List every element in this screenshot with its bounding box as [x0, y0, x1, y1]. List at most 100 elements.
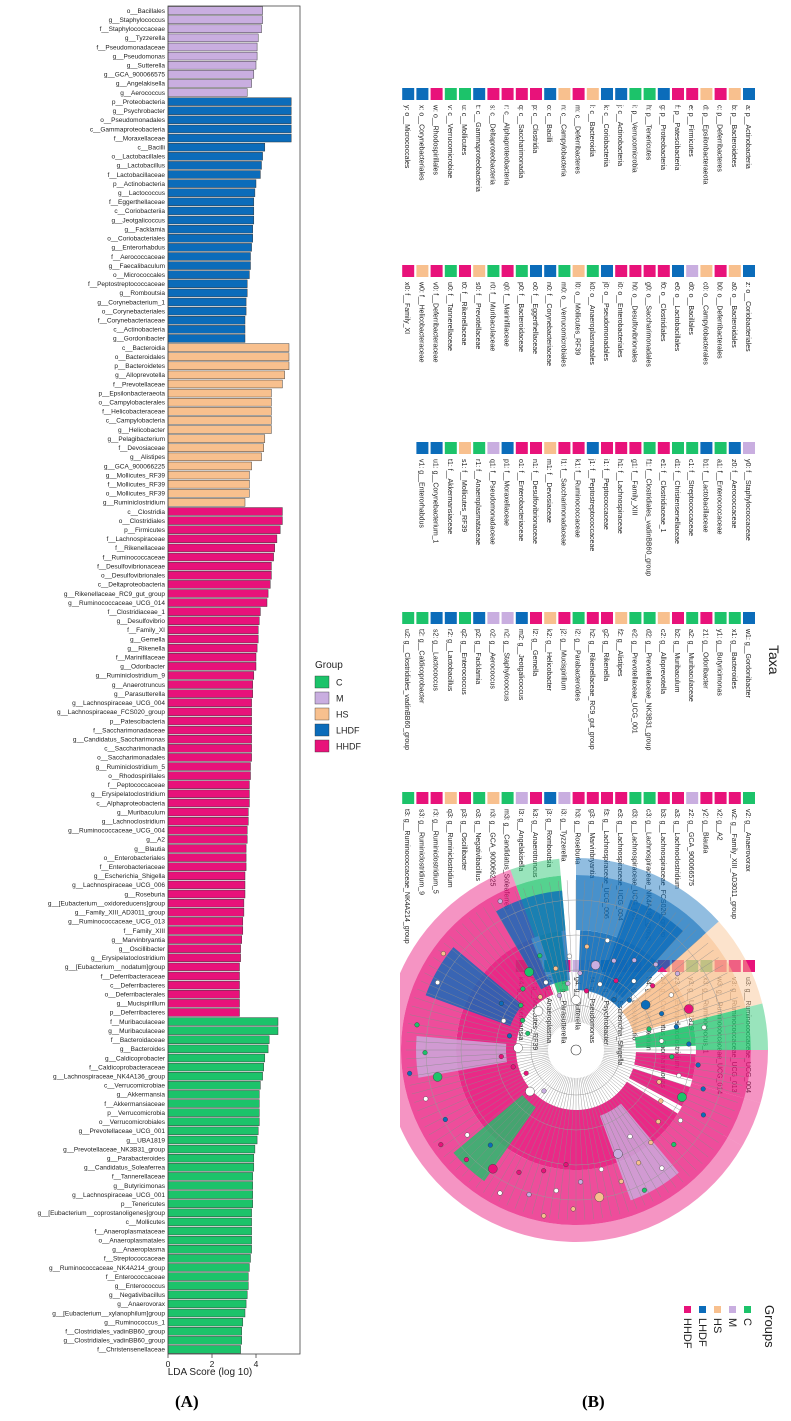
lda-taxon-label: p__Deferribacteres — [110, 1010, 166, 1017]
taxa-key-label: z1: g__Odoribacter — [701, 629, 708, 689]
taxa-key-swatch — [743, 265, 755, 277]
groups-legend-label: C — [741, 1318, 753, 1326]
lda-bar — [167, 1263, 250, 1272]
taxa-key-label: w1: g__Gordonibacter — [744, 628, 751, 699]
lda-taxon-label: f__Mollicutes_RF39 — [108, 481, 166, 488]
taxa-key-label: g2: g__Rikenella — [602, 629, 609, 681]
lda-taxon-label: c__Clostridia — [127, 509, 165, 516]
lda-bar — [167, 15, 263, 24]
clade-branch — [443, 1067, 555, 1158]
clade-node — [655, 1119, 661, 1125]
lda-bar — [167, 1272, 249, 1281]
lda-bar — [167, 1008, 240, 1017]
lda-legend-label: HS — [336, 710, 349, 720]
taxa-key-swatch — [643, 612, 656, 624]
clade-node — [501, 1018, 507, 1024]
taxa-key-label: d4: g__Escherichia_Shigella — [616, 977, 623, 1065]
clade-node — [525, 1086, 535, 1097]
taxa-key-swatch — [601, 88, 613, 100]
taxa-key-swatch — [615, 792, 628, 804]
taxa-key-label: q0: f__Marinifilaceae — [503, 282, 510, 347]
clade-node — [541, 1213, 547, 1219]
lda-taxon-label: f__Ruminococcaceae — [102, 554, 165, 561]
clade-branch — [591, 907, 669, 1027]
taxa-key-label: t: c__Gammaproteobacteria — [474, 105, 481, 192]
taxa-key-label: l3: g__Angelakisella — [517, 809, 524, 871]
lda-taxon-label: c__Saccharimonadia — [104, 746, 165, 753]
lda-bar — [167, 1226, 252, 1236]
lda-bar — [167, 889, 246, 899]
lda-bar — [167, 124, 292, 134]
lda-taxon-label: g__Butyricimonas — [113, 1183, 165, 1190]
clade-branch — [483, 1073, 561, 1193]
lda-taxon-label: g__Erysipelatoclostridium — [91, 791, 165, 798]
taxa-key-swatch — [444, 442, 457, 454]
taxa-key-label: x0: f__Family_XI — [403, 282, 410, 334]
lda-legend-swatch — [314, 707, 330, 721]
lda-taxon-label: g__Clostridiales_vadinBB60_group — [63, 1338, 165, 1345]
taxa-key-label: y: o__Micrococcales — [403, 105, 410, 169]
lda-legend-swatch — [314, 739, 330, 753]
clade-branch — [549, 1077, 572, 1218]
taxa-key-label: i1: f__Peptococcaceae — [602, 459, 609, 530]
lda-taxon-label: o__Clostridiales — [119, 518, 166, 525]
taxa-key-label: f1: f__Clostridiales_vadinBB60_group — [645, 459, 652, 576]
taxa-key-swatch — [558, 88, 571, 100]
clade-ring — [495, 969, 657, 1131]
clade-node — [676, 1073, 682, 1079]
taxa-key-swatch — [530, 88, 542, 100]
lda-bar — [167, 744, 252, 753]
lda-taxon-label: g__A2 — [146, 837, 165, 844]
clade-branch — [409, 1055, 549, 1086]
taxa-key-label: n2: g__Staphylococcus — [503, 629, 510, 702]
taxa-key-swatch — [515, 612, 528, 624]
clade-branch — [597, 1067, 709, 1158]
taxa-key-label: o1: f__Enterobacteriaceae — [517, 459, 524, 541]
lda-taxon-label: g__Anaeroplasma — [112, 1247, 165, 1254]
lda-bar — [167, 1153, 255, 1163]
lda-taxon-label: g__[Eubacterium__xylanophilum]group — [52, 1310, 165, 1317]
lda-bar — [167, 789, 250, 799]
taxa-key-label: y1: g__Butyricimonas — [716, 629, 723, 696]
taxa-key-label: z: o__Coriobacteriales — [744, 282, 751, 352]
lda-taxon-label: g__Candidatus_Saccharimonas — [73, 737, 166, 744]
lda-taxon-label: g__Lachnoclostridium — [102, 818, 165, 825]
clade-node — [541, 1168, 547, 1174]
lda-bar — [167, 980, 240, 990]
clade-node — [566, 953, 572, 959]
lda-bar — [167, 1281, 249, 1290]
lda-taxon-label: g__Prevotellaceae_NK3B31_group — [63, 1146, 165, 1153]
lda-taxon-label: g__Lactobacillus — [117, 163, 166, 170]
clade-branch — [406, 1032, 549, 1048]
clade-node — [537, 953, 543, 959]
clade-node — [464, 1132, 470, 1138]
clade-branch — [428, 1063, 552, 1136]
taxa-key-swatch — [572, 792, 585, 804]
lda-taxon-label: g__UBA1819 — [126, 1137, 165, 1144]
lda-taxon-label: g__Alloprevotella — [115, 372, 165, 379]
lda-taxon-label: g__Anaerotruncus — [112, 682, 166, 689]
lda-bar — [167, 97, 292, 106]
lda-taxon-label: f__Lactobacillaceae — [108, 172, 166, 179]
clade-branch — [598, 1066, 714, 1151]
taxa-key-swatch — [473, 792, 486, 804]
taxa-key-label: o2: g__Aerococcus — [488, 629, 495, 689]
taxa-key-label: o3: g__Negativibacillus — [474, 809, 481, 881]
clade-branch — [490, 1074, 563, 1198]
lda-taxon-label: f__Enterobacteriaceae — [100, 864, 166, 871]
taxa-key-label: e: p__Firmicutes — [687, 105, 694, 157]
taxa-key-swatch — [714, 442, 727, 454]
taxa-key-swatch — [444, 612, 457, 624]
lda-bar — [167, 1199, 253, 1208]
lda-bar — [167, 616, 260, 625]
taxa-key-swatch — [572, 612, 585, 624]
lda-x-tick-label: 2 — [210, 1359, 215, 1369]
lda-taxon-label: g__Lachnospiraceae_UCG_001 — [72, 1192, 165, 1199]
taxa-key-label: p2: g__Facklamia — [474, 629, 481, 684]
clade-node — [432, 1072, 443, 1082]
lda-taxon-label: f__Clostridiales_vadinBB60_group — [65, 1329, 165, 1336]
clade-branch — [581, 1077, 612, 1217]
lda-taxon-label: g__GCA_900066575 — [104, 72, 165, 79]
taxa-key-swatch — [558, 792, 571, 804]
